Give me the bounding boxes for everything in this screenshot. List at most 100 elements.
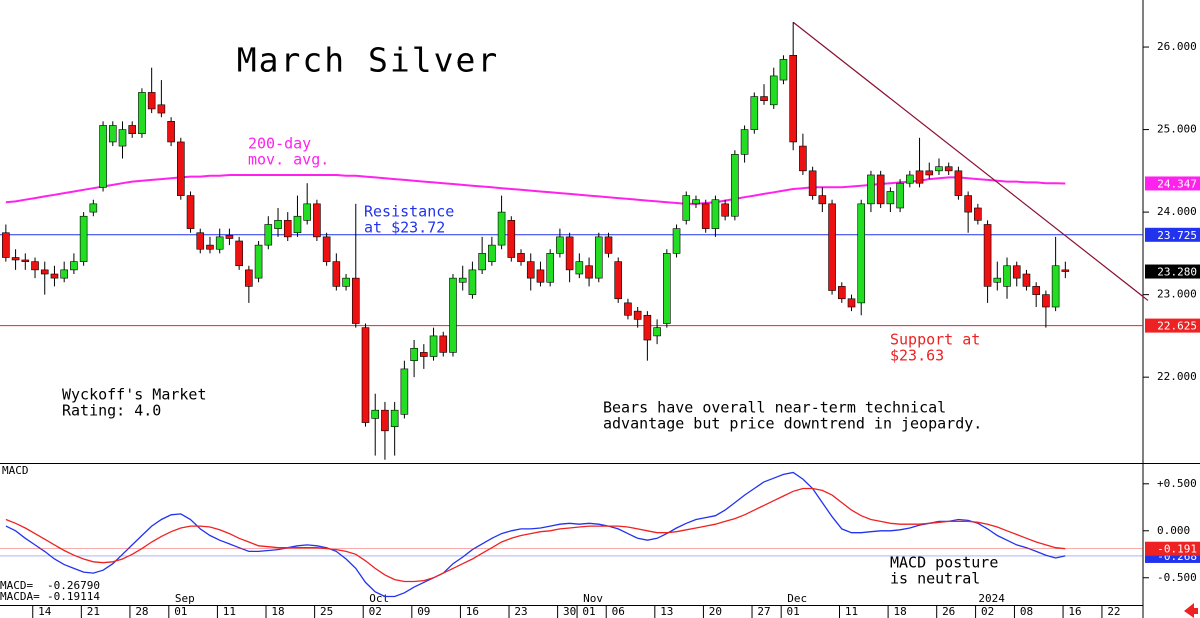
candle-body xyxy=(235,240,243,267)
candle-body xyxy=(546,253,554,283)
candle-body xyxy=(779,59,788,81)
candle-body xyxy=(653,327,661,337)
value-box-label: 23.725 xyxy=(1157,229,1197,242)
candle-body xyxy=(147,92,156,110)
x-tick-label: 20 xyxy=(709,605,722,618)
candle-body xyxy=(760,96,768,101)
candle-body xyxy=(624,302,632,316)
candle-body xyxy=(400,368,409,415)
candle-body xyxy=(342,277,350,287)
y-tick-label: 0.000 xyxy=(1157,524,1190,537)
candle-body xyxy=(478,253,486,271)
reference-note: Resistance xyxy=(364,203,454,221)
x-tick-label: 06 xyxy=(612,605,625,618)
candle-body xyxy=(332,261,341,287)
candle-body xyxy=(1042,294,1050,308)
candle-body xyxy=(186,195,195,229)
x-tick-label: 13 xyxy=(660,605,673,618)
x-tick-label: 22 xyxy=(1107,605,1120,618)
candle-body xyxy=(983,224,992,287)
candle-body xyxy=(556,236,564,254)
x-tick-label: 02 xyxy=(981,605,994,618)
candle-body xyxy=(254,244,263,279)
annotation: is neutral xyxy=(890,570,980,588)
value-box-label: 24.347 xyxy=(1157,177,1197,190)
macd-line xyxy=(5,487,1066,583)
candle-body xyxy=(50,273,59,279)
candle-body xyxy=(769,75,778,106)
candle-body xyxy=(614,261,623,300)
value-box xyxy=(1145,176,1200,191)
candle-body xyxy=(604,236,613,254)
candle-body xyxy=(206,244,214,250)
candle-body xyxy=(313,203,321,238)
y-tick-label: 24.000 xyxy=(1157,205,1197,218)
x-tick-label: 26 xyxy=(942,605,955,618)
candle-body xyxy=(157,104,166,114)
value-box-label: 23.280 xyxy=(1157,266,1197,279)
candle-body xyxy=(643,314,652,341)
candle-body xyxy=(274,220,282,229)
candle-body xyxy=(672,228,681,254)
candle-body xyxy=(1051,265,1060,308)
scroll-arrow[interactable] xyxy=(1184,603,1198,618)
candle-body xyxy=(701,203,710,229)
x-tick-label: 11 xyxy=(845,605,858,618)
x-tick-label: 09 xyxy=(417,605,430,618)
candle-body xyxy=(361,327,370,423)
candle-body xyxy=(565,236,574,271)
candle-body xyxy=(692,199,700,205)
candle-body xyxy=(264,224,273,246)
candle-body xyxy=(128,125,137,135)
macd-line xyxy=(5,471,1066,598)
candle-body xyxy=(410,347,418,361)
candle-body xyxy=(731,154,739,217)
candle-body xyxy=(458,277,467,283)
candle-body xyxy=(138,92,146,135)
ma-label: 200-day xyxy=(248,135,311,153)
candle-body xyxy=(993,277,1002,283)
candle-body xyxy=(906,174,914,184)
candle-body xyxy=(935,166,943,172)
y-tick-label: 25.000 xyxy=(1157,123,1197,136)
candle-body xyxy=(351,277,360,324)
candle-body xyxy=(886,191,895,205)
y-tick-label: -0.500 xyxy=(1157,571,1197,584)
candle-body xyxy=(896,182,904,209)
candle-body xyxy=(439,335,448,353)
candle-body xyxy=(89,203,98,213)
candle-body xyxy=(828,203,836,291)
x-tick-label: 16 xyxy=(466,605,479,618)
annotation: advantage but price downtrend in jeopard… xyxy=(603,415,982,433)
candle-body xyxy=(215,236,224,250)
reference-note: $23.63 xyxy=(890,347,944,365)
ma-label: mov. avg. xyxy=(248,151,329,169)
candle-body xyxy=(118,129,127,147)
legend-name: MACD= xyxy=(0,579,33,592)
candle-body xyxy=(944,166,953,172)
candle-body xyxy=(381,409,389,432)
panel-title: MACD xyxy=(2,464,29,477)
x-tick-label: 25 xyxy=(320,605,333,618)
candle-body xyxy=(40,269,49,275)
candle-body xyxy=(876,174,885,205)
candle-body xyxy=(536,269,545,283)
x-tick-label: 01 xyxy=(174,605,187,618)
annotation: Bears have overall near-term technical xyxy=(603,399,946,417)
candle-body xyxy=(682,195,691,221)
reference-note: Support at xyxy=(890,331,980,349)
candle-body xyxy=(371,409,380,419)
candle-body xyxy=(633,310,642,320)
x-tick-label: 28 xyxy=(135,605,148,618)
annotation: Rating: 4.0 xyxy=(62,402,161,420)
candle-body xyxy=(283,220,292,238)
x-tick-label: 18 xyxy=(271,605,284,618)
x-tick-label: 02 xyxy=(369,605,382,618)
x-group-label: Oct xyxy=(369,592,389,605)
candle-body xyxy=(70,261,78,271)
candle-body xyxy=(799,145,807,172)
x-tick-label: 08 xyxy=(1020,605,1033,618)
candle-body xyxy=(1022,273,1031,287)
